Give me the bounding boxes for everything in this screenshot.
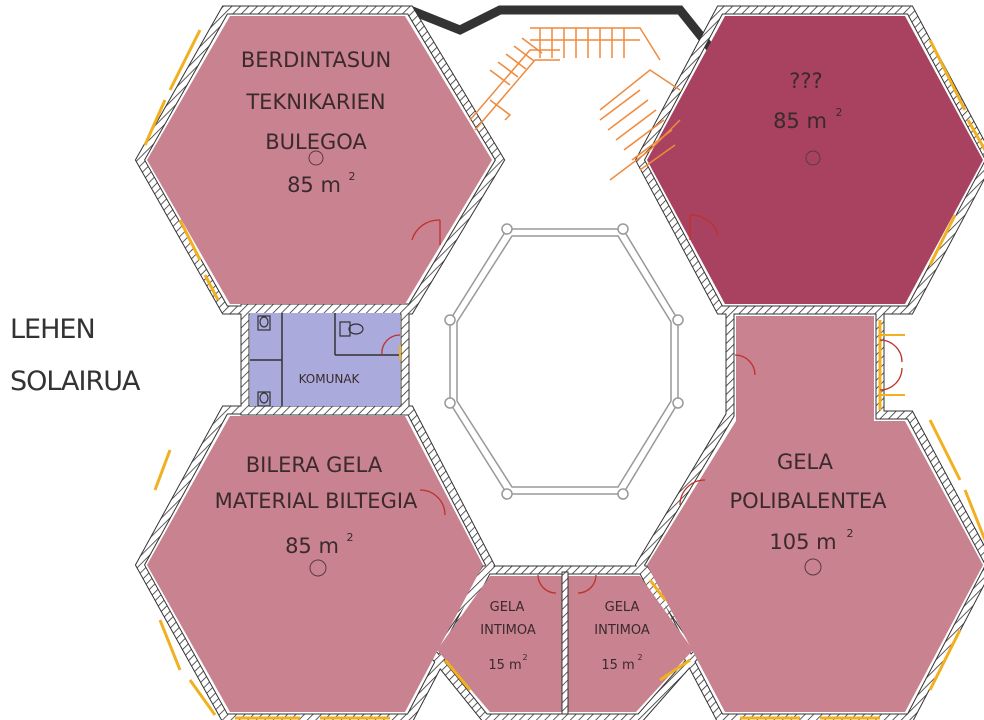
room-tr-area-sup: 2 [836, 106, 843, 119]
door-frames [399, 334, 905, 396]
room-label-bottom-right: GELA POLIBALENTEA 105 m 2 [730, 450, 888, 554]
room-tr-line1: ??? [789, 69, 822, 93]
room-tl-area-sup: 2 [349, 170, 356, 183]
room-tl-line1: BERDINTASUN [241, 48, 391, 72]
room-i2-area: 15 m [601, 658, 634, 673]
room-label-top-left: BERDINTASUN TEKNIKARIEN BULEGOA 85 m 2 [241, 48, 391, 197]
room-br-line1: GELA [777, 450, 834, 474]
floor-label-line1: LEHEN [10, 314, 96, 345]
room-wc-line1: KOMUNAK [299, 372, 361, 386]
atrium [449, 228, 679, 495]
room-fill-intimate-1 [437, 576, 562, 712]
room-i2-line1: GELA [605, 600, 640, 615]
atrium-columns [444, 223, 684, 500]
toilet-icon [257, 315, 364, 407]
room-label-wc: KOMUNAK [299, 372, 361, 386]
room-i1-area-sup: 2 [522, 653, 527, 662]
room-i1-line1: GELA [490, 600, 525, 615]
room-bl-area: 85 m [285, 534, 339, 558]
room-label-intimate-1: GELA INTIMOA 15 m 2 [480, 600, 536, 673]
room-tr-area: 85 m [773, 109, 827, 133]
room-tl-line2: TEKNIKARIEN [245, 90, 385, 114]
room-bl-line2: MATERIAL BILTEGIA [215, 489, 418, 513]
room-i2-line2: INTIMOA [594, 623, 650, 638]
room-fill-top-left [147, 16, 492, 304]
room-fill-top-right [647, 16, 983, 304]
floor-label-line2: SOLAIRUA [10, 366, 140, 397]
room-tl-area: 85 m [287, 173, 341, 197]
room-fill-bottom-right [647, 316, 983, 712]
partition-intimate [561, 571, 569, 715]
room-i2-area-sup: 2 [637, 653, 642, 662]
room-tl-line3: BULEGOA [265, 130, 367, 154]
room-br-area: 105 m [769, 530, 836, 554]
wc-partitions [250, 313, 400, 406]
wall-stair-hall [408, 5, 724, 63]
room-bl-area-sup: 2 [347, 531, 354, 544]
room-i1-area: 15 m [488, 658, 521, 673]
room-i1-line2: INTIMOA [480, 623, 536, 638]
room-bl-line1: BILERA GELA [246, 453, 383, 477]
room-label-intimate-2: GELA INTIMOA 15 m 2 [594, 600, 650, 673]
door-icon [381, 214, 903, 594]
light-fixture-icon [308, 150, 822, 577]
windows [143, 29, 984, 720]
room-fill-bottom-left [147, 416, 483, 712]
stair-icon [469, 27, 681, 181]
room-label-top-right: ??? 85 m 2 [773, 69, 842, 133]
room-label-bottom-left: BILERA GELA MATERIAL BILTEGIA 85 m 2 [215, 453, 418, 558]
room-br-area-sup: 2 [847, 527, 854, 540]
room-br-line2: POLIBALENTEA [730, 489, 888, 513]
